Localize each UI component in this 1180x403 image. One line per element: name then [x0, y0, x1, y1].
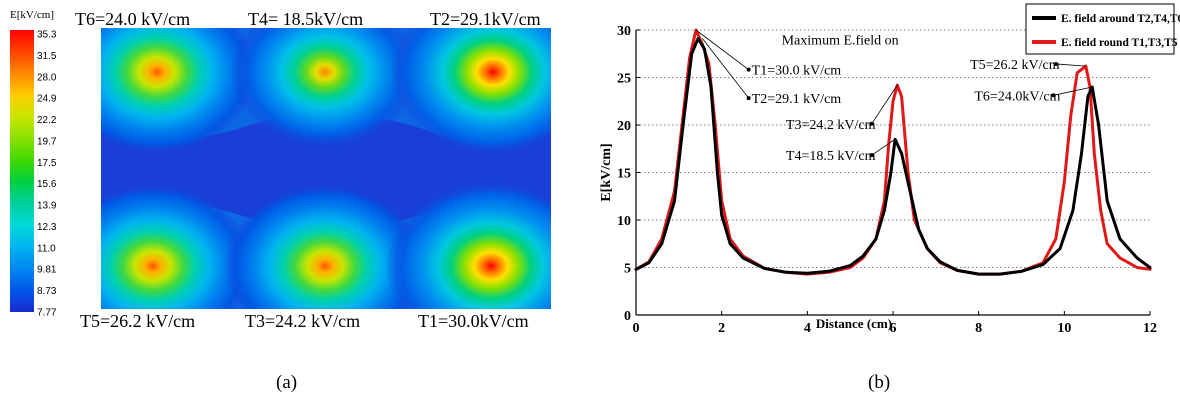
colorbar-tick-label: 13.9	[37, 201, 57, 212]
annotation-leader	[1055, 63, 1086, 67]
annotation-leader	[695, 29, 749, 70]
annotation-leader	[702, 38, 749, 99]
subfigure-label-b: (b)	[868, 372, 890, 393]
label-T4: T4= 18.5kV/cm	[248, 9, 363, 29]
annotation-dot	[869, 153, 874, 158]
y-tick-label: 20	[617, 119, 631, 134]
colorbar-tick-label: 9.81	[37, 265, 57, 276]
subfigure-label-a: (a)	[276, 372, 297, 393]
annotation-dot	[1053, 61, 1058, 66]
x-tick-label: 12	[1143, 321, 1157, 336]
colorbar-tick-label: 17.5	[37, 158, 57, 169]
label-T5: T5=26.2 kV/cm	[80, 311, 195, 331]
y-tick-label: 0	[624, 309, 631, 324]
y-tick-label: 10	[617, 214, 631, 229]
x-axis-label: Distance (cm)	[816, 316, 892, 331]
colorbar-tick-label: 7.77	[37, 308, 57, 319]
colorbar-tick-label: 12.3	[37, 222, 57, 233]
colorbar-tick-label: 35.3	[37, 30, 57, 41]
hotspot-T2	[391, 28, 551, 156]
annotation-label: T1=30.0 kV/cm	[752, 64, 842, 79]
hotspot-T4	[230, 28, 420, 150]
line-chart: 0 5 10 15 20 25 30 0 2 4 6 8 10 12 Maximum E.field o…	[599, 3, 1180, 393]
annotation-label: T5=26.2 kV/cm	[970, 58, 1060, 73]
annotation-leader	[871, 84, 898, 125]
label-T1: T1=30.0kV/cm	[418, 311, 529, 331]
colorbar-strip	[10, 30, 34, 312]
colorbar-title: E[kV/cm]	[10, 9, 54, 21]
label-T6: T6=24.0 kV/cm	[75, 9, 190, 29]
hotspot-T5	[101, 184, 253, 309]
contour-field	[101, 28, 551, 309]
x-ticks: 0 2 4 6 8 10 12	[633, 311, 1157, 336]
annotation-label: T3=24.2 kV/cm	[786, 118, 876, 133]
annotation-leader	[1053, 86, 1093, 96]
annotation-dot	[746, 96, 751, 101]
annotation-label: T6=24.0kV/cm	[974, 89, 1060, 104]
annotation-leader	[871, 138, 896, 156]
colorbar-tick-label: 11.0	[37, 243, 56, 254]
hotspot-T6	[101, 28, 257, 154]
colorbar-tick-label: 19.7	[37, 136, 57, 147]
legend-label: E. field around T2,T4,T6	[1061, 13, 1180, 25]
x-tick-label: 8	[975, 321, 982, 336]
colorbar-tick-label: 31.5	[37, 51, 57, 62]
colorbar-tick-label: 15.6	[37, 179, 57, 190]
y-tick-label: 25	[617, 72, 631, 87]
annotation-label: T4=18.5 kV/cm	[786, 149, 876, 164]
y-axis-label: E[kV/cm]	[599, 143, 614, 201]
label-T2: T2=29.1kV/cm	[430, 9, 541, 29]
colorbar-tick-label: 8.73	[37, 286, 57, 297]
colorbar-ticks: 35.3 31.5 28.0 24.9 22.2 19.7 17.5 15.6 13.9 12.3…	[37, 30, 57, 319]
series-black-T2-T4-T6	[634, 37, 1152, 276]
plot-panel: 0 5 10 15 20 25 30 0 2 4 6 8 10 12 Maximum E.field o…	[590, 0, 1180, 398]
annotation-dot	[869, 121, 874, 126]
legend-box	[1025, 3, 1175, 55]
annotation-dot	[746, 67, 751, 72]
x-tick-label: 10	[1057, 321, 1071, 336]
colorbar-tick-label: 24.9	[37, 94, 57, 105]
series-layer	[634, 28, 1152, 276]
legend-label: E. field round T1,T3,T5	[1061, 37, 1178, 49]
contour-panel: E[kV/cm] 35.3 31.5 28.0 24.9 22.2 19.7 17.5 15.…	[0, 0, 590, 398]
y-ticks: 0 5 10 15 20 25 30	[617, 24, 640, 324]
colorbar-tick-label: 22.2	[37, 115, 57, 126]
label-T3: T3=24.2 kV/cm	[245, 311, 360, 331]
colorbar-tick-label: 28.0	[37, 72, 57, 83]
hotspot-T3	[225, 184, 425, 309]
x-tick-label: 4	[804, 321, 811, 336]
y-tick-label: 5	[624, 262, 631, 277]
colorbar: E[kV/cm] 35.3 31.5 28.0 24.9 22.2 19.7 17.5 15.…	[10, 9, 57, 319]
x-tick-label: 0	[633, 321, 640, 336]
annotations: Maximum E.field on T1=30.0 kV/cm T2=29.1 k…	[695, 29, 1093, 164]
contour-map: E[kV/cm] 35.3 31.5 28.0 24.9 22.2 19.7 17.5 15.…	[10, 9, 551, 393]
axes	[635, 30, 1150, 316]
x-tick-label: 2	[718, 321, 725, 336]
x-tick-label: 6	[890, 321, 897, 336]
y-tick-label: 15	[617, 167, 631, 182]
y-tick-label: 30	[617, 24, 631, 39]
annotation-label: Maximum E.field on	[782, 33, 899, 48]
legend: E. field around T2,T4,T6 E. field round T…	[1025, 3, 1180, 55]
annotation-label: T2=29.1 kV/cm	[752, 92, 842, 107]
annotation-dot	[1051, 93, 1056, 98]
hotspot-T1	[386, 180, 551, 309]
